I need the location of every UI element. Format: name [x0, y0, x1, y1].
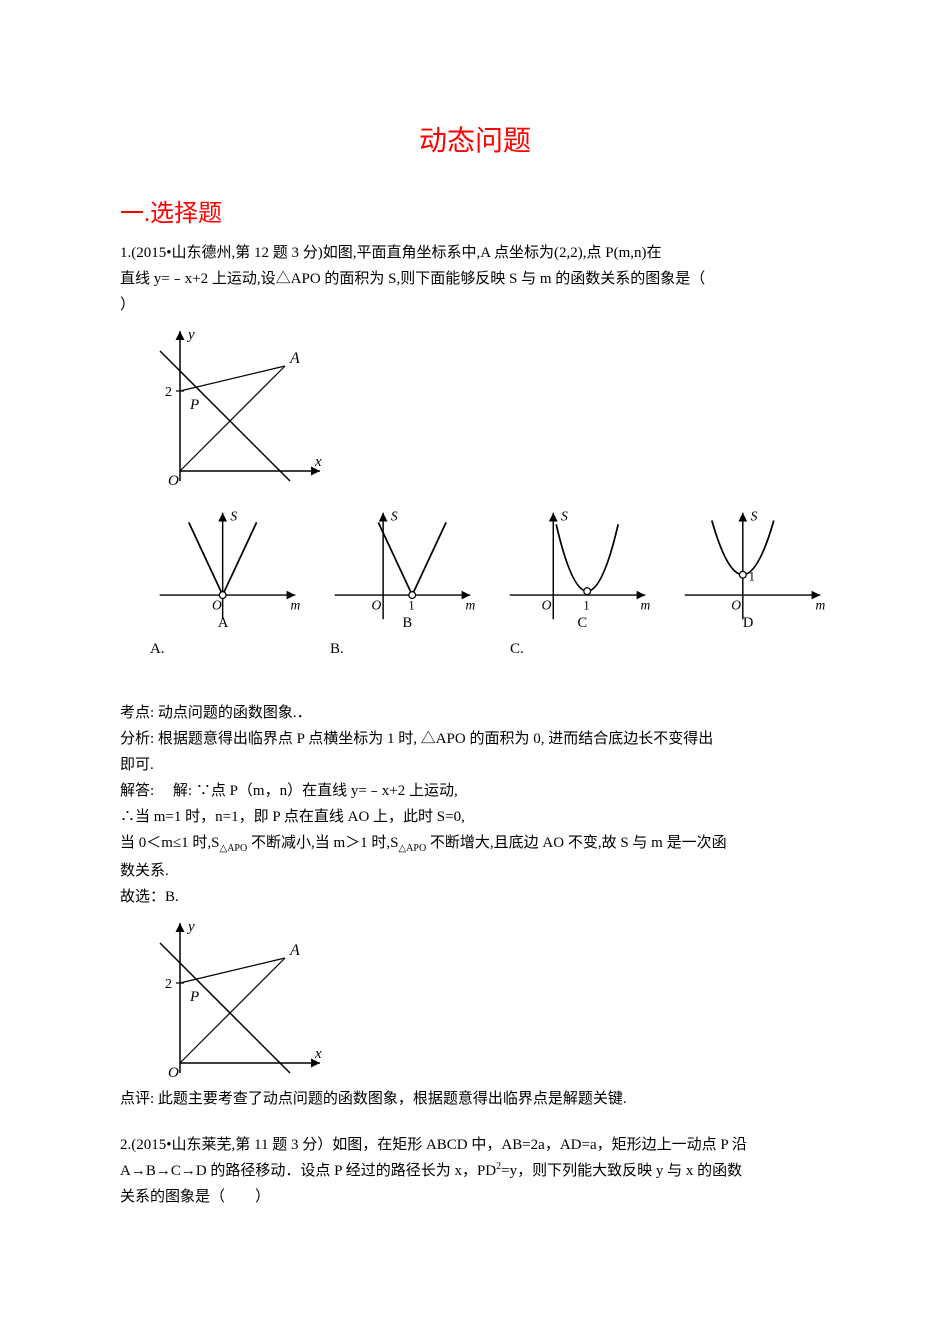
q1-repeat-diagram: 2 A P O x y: [140, 913, 830, 1083]
ytick-2: 2: [165, 385, 172, 400]
optC-one: 1: [583, 599, 589, 613]
optA-S: S: [230, 509, 237, 524]
choice-A-prefix: A.: [150, 637, 310, 661]
option-A-graph: O m S A: [150, 501, 305, 631]
jdc-mid: 不断减小,当 m＞1 时,S: [247, 835, 398, 851]
document-page: 动态问题 一.选择题 1.(2015•山东德州,第 12 题 3 分)如图,平面…: [0, 0, 950, 1344]
q1-options-row: O m S A O 1 m S B O 1 m: [150, 501, 830, 631]
q2-stem-line1: 2.(2015•山东莱芜,第 11 题 3 分）如图，在矩形 ABCD 中，AB…: [120, 1133, 830, 1157]
section-heading: 一.选择题: [120, 195, 830, 233]
q2b-post: =y，则下列能大致反映 y 与 x 的函数: [501, 1163, 742, 1179]
q1-jieda-b: ∴当 m=1 时，n=1，即 P 点在直线 AO 上，此时 S=0,: [120, 805, 830, 829]
choice-C-prefix: C.: [510, 637, 670, 661]
origin-label: O: [168, 473, 179, 489]
choice-prefix-row: A. B. C.: [150, 637, 830, 661]
r-ytick-2: 2: [165, 977, 172, 992]
r-x-label: x: [314, 1046, 322, 1062]
optD-m: m: [815, 598, 825, 613]
optD-S: S: [751, 509, 758, 524]
r-point-P: P: [189, 989, 199, 1005]
q1-stem-line1: 1.(2015•山东德州,第 12 题 3 分)如图,平面直角坐标系中,A 点坐…: [120, 241, 830, 265]
y-axis-label: y: [186, 327, 195, 343]
r-y-label: y: [186, 919, 195, 935]
optB-S: S: [391, 509, 398, 524]
q1-stem-line3: ）: [120, 293, 830, 317]
q1-jieda-d: 数关系.: [120, 859, 830, 883]
optD-origin: O: [731, 598, 741, 613]
optB-one: 1: [408, 599, 414, 613]
page-title: 动态问题: [120, 120, 830, 165]
optB-origin: O: [372, 598, 382, 613]
q1-fenxi-a: 分析: 根据题意得出临界点 P 点横坐标为 1 时, △APO 的面积为 0, …: [120, 727, 830, 751]
optC-letter: C: [578, 615, 588, 631]
option-B-graph: O 1 m S B: [325, 501, 480, 631]
q1-main-diagram: 2 A P O x y: [140, 321, 830, 491]
option-C-graph: O 1 m S C: [500, 501, 655, 631]
r-origin: O: [168, 1065, 179, 1081]
choice-B-prefix: B.: [330, 637, 490, 661]
optB-m: m: [465, 598, 475, 613]
jdc-sub1: △APO: [220, 843, 248, 854]
optA-origin: O: [212, 598, 222, 613]
q2-stem-line2: A→B→C→D 的路径移动．设点 P 经过的路径长为 x，PD2=y，则下列能大…: [120, 1159, 830, 1183]
option-D-graph: 1 O m S D: [675, 501, 830, 631]
optB-letter: B: [403, 615, 413, 631]
jdc-post: 不断增大,且底边 AO 不变,故 S 与 m 是一次函: [426, 835, 726, 851]
q2b-pre: A→B→C→D 的路径移动．设点 P 经过的路径长为 x，PD: [120, 1163, 496, 1179]
optD-letter: D: [743, 615, 753, 631]
q1-jieda-a: 解答: 解: ∵点 P（m，n）在直线 y=﹣x+2 上运动,: [120, 779, 830, 803]
q1-jieda-c: 当 0＜m≤1 时,S△APO 不断减小,当 m＞1 时,S△APO 不断增大,…: [120, 831, 830, 857]
point-P-label: P: [189, 397, 199, 413]
optC-origin: O: [542, 598, 552, 613]
point-A-label: A: [289, 350, 300, 367]
optA-letter: A: [218, 615, 229, 631]
q1-dianping: 点评: 此题主要考查了动点问题的函数图象，根据题意得出临界点是解题关键.: [120, 1087, 830, 1111]
q1-fenxi-b: 即可.: [120, 753, 830, 777]
coord-svg-repeat: 2 A P O x y: [140, 913, 330, 1083]
optD-one: 1: [749, 570, 755, 584]
jdc-sub2: △APO: [398, 843, 426, 854]
optC-S: S: [561, 509, 568, 524]
coord-svg: 2 A P O x y: [140, 321, 330, 491]
x-axis-label: x: [314, 454, 322, 470]
optA-m: m: [290, 598, 300, 613]
jdc-pre: 当 0＜m≤1 时,S: [120, 835, 220, 851]
q1-kaodian: 考点: 动点问题的函数图象.．: [120, 701, 830, 725]
r-point-A: A: [289, 942, 300, 959]
q2-stem-line3: 关系的图象是（ ）: [120, 1185, 830, 1209]
q1-jieda-e: 故选：B.: [120, 885, 830, 909]
q1-stem-line2: 直线 y=﹣x+2 上运动,设△APO 的面积为 S,则下面能够反映 S 与 m…: [120, 267, 830, 291]
optC-m: m: [640, 598, 650, 613]
